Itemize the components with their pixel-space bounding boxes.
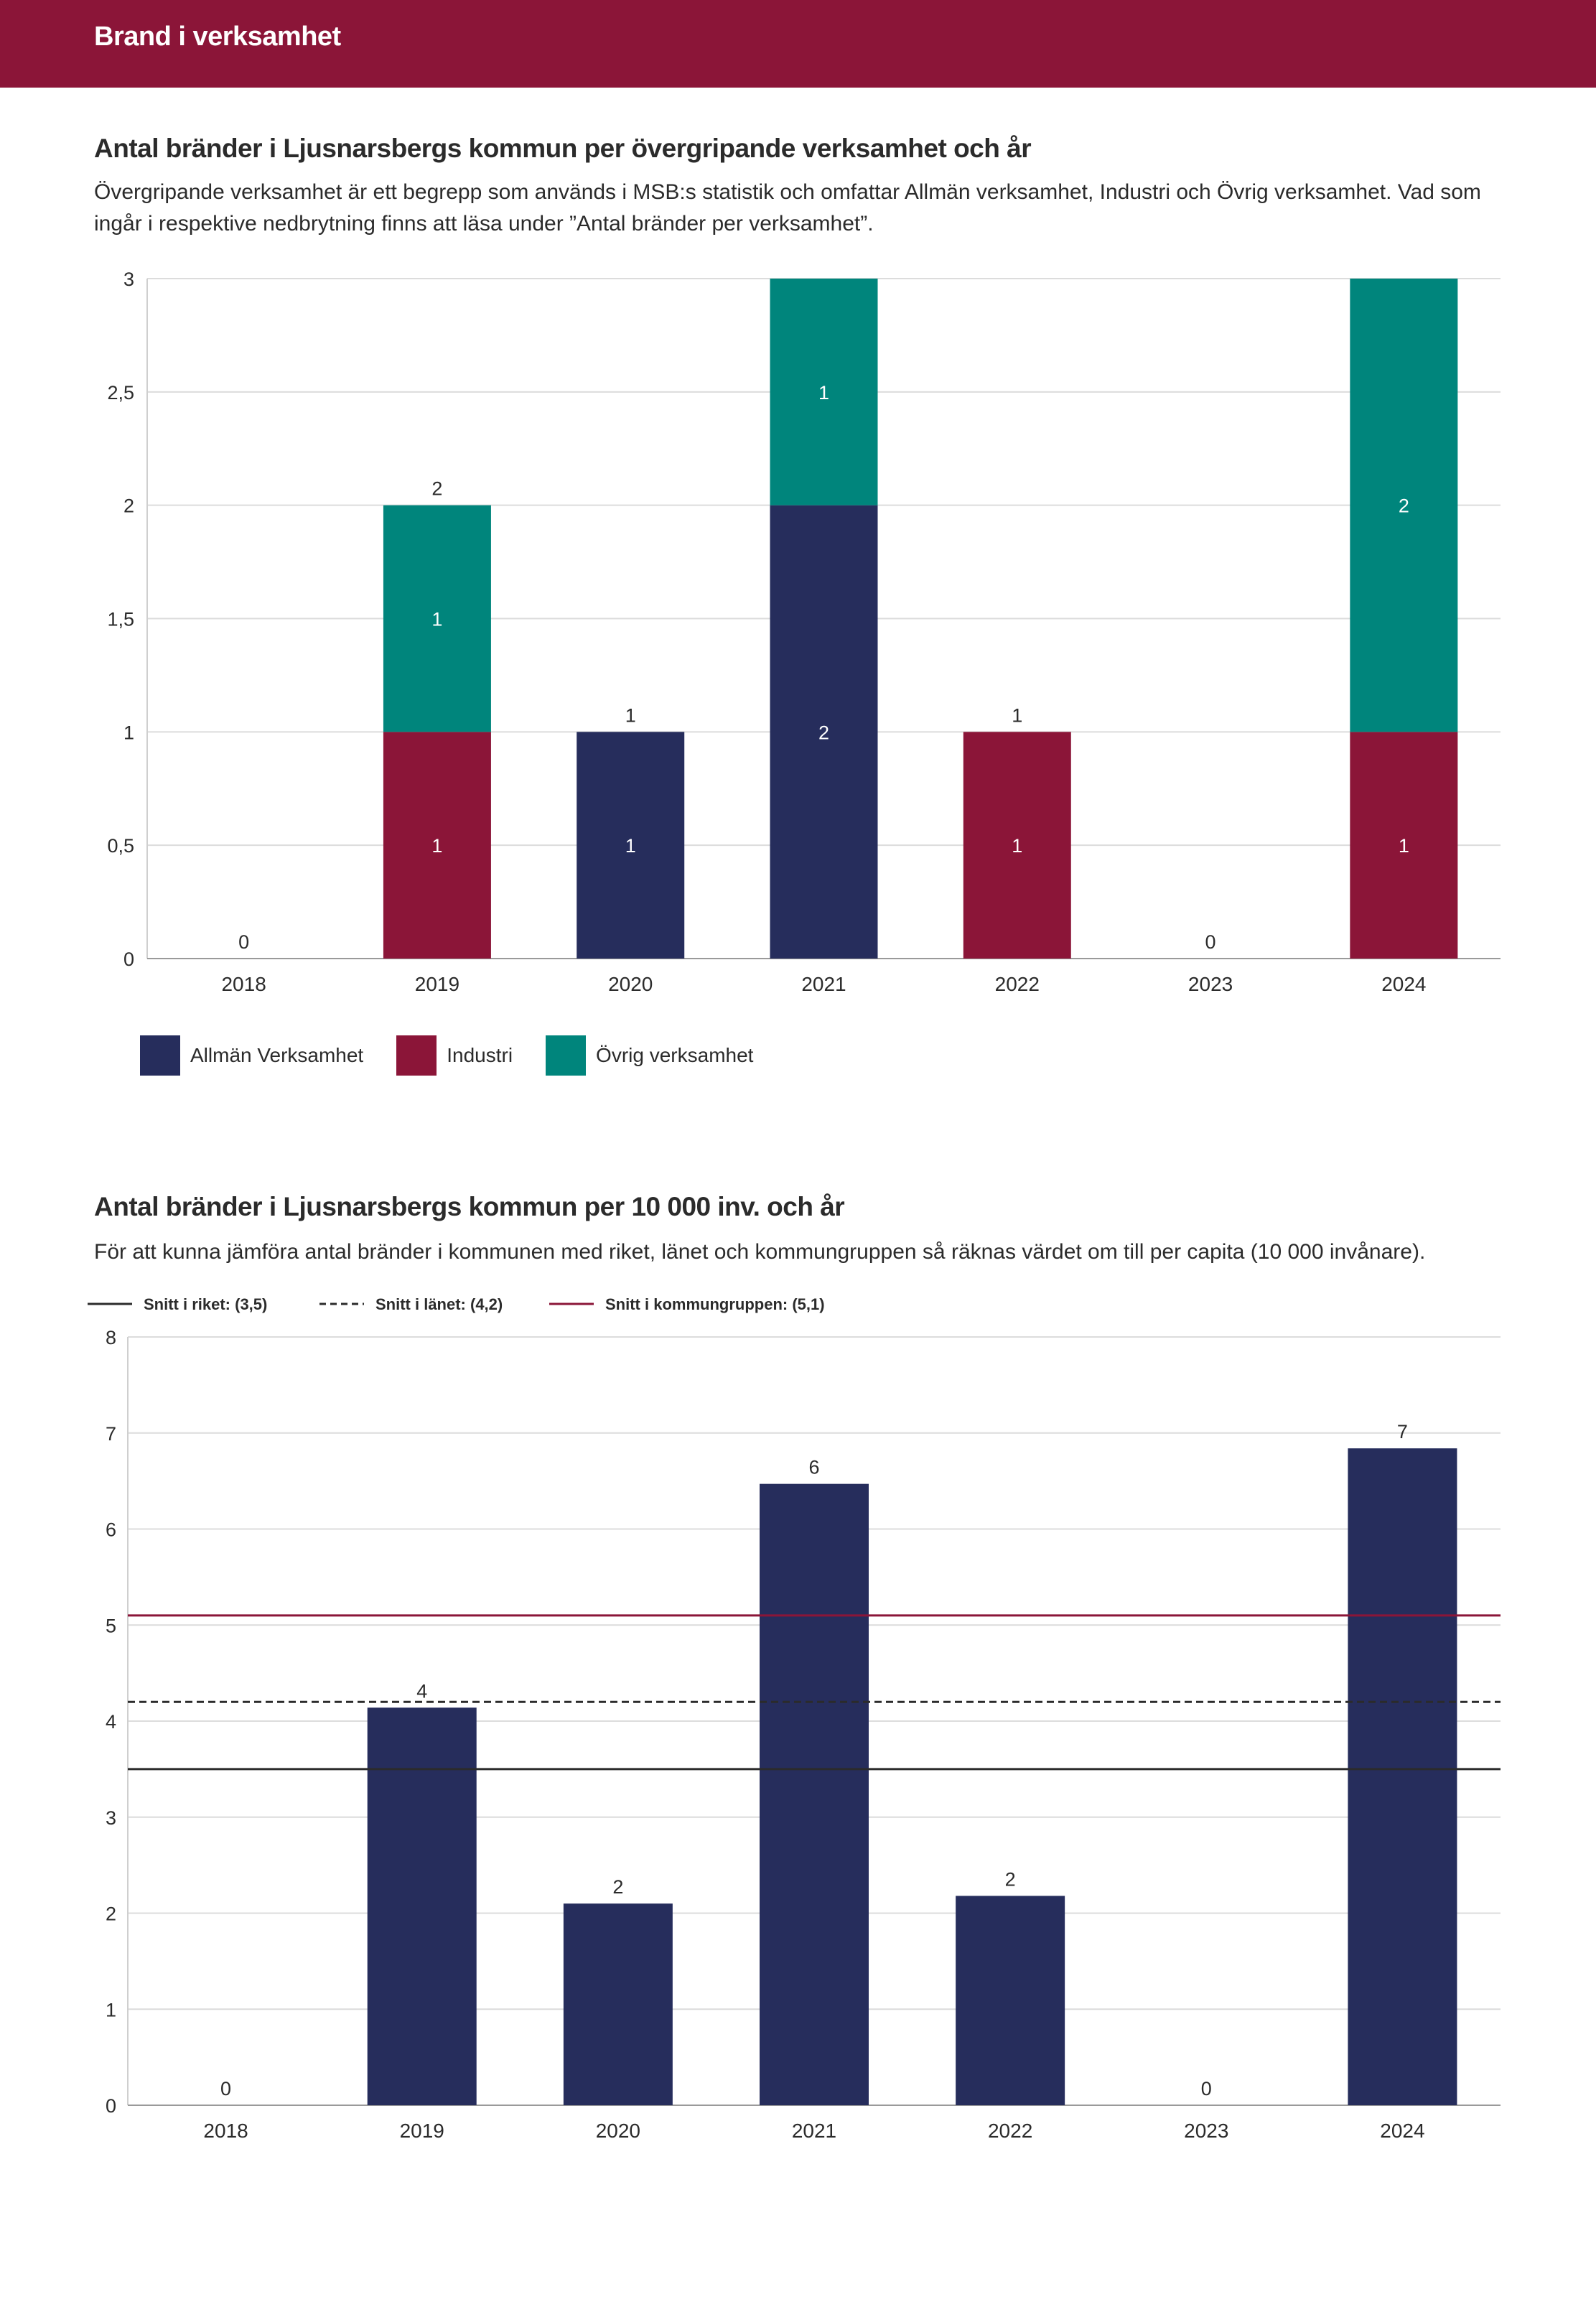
segment-value-label: 1 (431, 609, 442, 630)
per-capita-bar-chart: Snitt i riket: (3,5) Snitt i länet: (4,2)… (88, 1295, 1501, 2142)
x-tick-label: 2023 (1184, 2120, 1228, 2142)
x-tick-label: 2019 (415, 973, 459, 995)
legend-swatch-allman (140, 1035, 180, 1076)
bar-value-label: 0 (220, 2078, 231, 2099)
x-tick-label: 2019 (400, 2120, 444, 2142)
bar-segment (770, 279, 878, 505)
y-tick-label: 1,5 (107, 609, 134, 630)
bar-segment (1350, 732, 1458, 959)
y-tick-label: 3 (106, 1807, 116, 1829)
stacked-bar-chart: 0 0,5 1 1,5 2 2,5 3 0 2018 1 1 2 2019 1 1 2020 2 1 2021 1 1 2… (107, 269, 1501, 995)
chart1-legend: Allmän Verksamhet Industri Övrig verksam… (140, 1035, 786, 1076)
segment-value-label: 1 (1012, 835, 1022, 857)
bar-segment (383, 505, 491, 732)
bar (956, 1896, 1065, 2105)
y-tick-label: 5 (106, 1615, 116, 1636)
reference-legend-label: Snitt i kommungruppen: (5,1) (605, 1295, 825, 1313)
bar-value-label: 6 (808, 1457, 819, 1478)
y-tick-label: 2 (123, 495, 134, 517)
total-value-label: 0 (1205, 931, 1216, 953)
segment-value-label: 2 (1399, 495, 1409, 517)
bar-value-label: 0 (1201, 2078, 1212, 2099)
y-tick-label: 2 (106, 1903, 116, 1925)
y-tick-label: 2,5 (107, 382, 134, 404)
x-tick-label: 2022 (995, 973, 1040, 995)
bar (367, 1707, 477, 2105)
bar (760, 1483, 869, 2105)
legend-item-allman: Allmän Verksamhet (140, 1035, 363, 1076)
page-title: Brand i verksamhet (94, 22, 341, 52)
x-tick-label: 2022 (988, 2120, 1032, 2142)
y-tick-label: 6 (106, 1519, 116, 1541)
bar-value-label: 2 (612, 1876, 623, 1898)
header-banner: Brand i verksamhet (0, 0, 1596, 88)
chart1-description: Övergripande verksamhet är ett begrepp s… (94, 180, 1481, 236)
bar (563, 1903, 673, 2105)
x-tick-label: 2020 (596, 2120, 640, 2142)
legend-label-ovrig: Övrig verksamhet (596, 1044, 754, 1066)
x-tick-label: 2023 (1188, 973, 1233, 995)
bar-segment (577, 732, 685, 959)
legend-swatch-ovrig (546, 1035, 587, 1076)
chart2-title: Antal bränder i Ljusnarsbergs kommun per… (94, 1192, 845, 1221)
legend-item-ovrig: Övrig verksamhet (546, 1035, 753, 1076)
y-tick-label: 3 (123, 269, 134, 290)
y-tick-label: 7 (106, 1423, 116, 1445)
y-tick-label: 0 (123, 949, 134, 970)
total-value-label: 1 (1012, 704, 1022, 726)
x-tick-label: 2024 (1380, 2120, 1424, 2142)
reference-legend-label: Snitt i riket: (3,5) (144, 1295, 267, 1313)
x-tick-label: 2020 (608, 973, 653, 995)
segment-value-label: 1 (1399, 835, 1409, 857)
legend-label-industri: Industri (447, 1044, 513, 1066)
segment-value-label: 1 (431, 835, 442, 857)
bar-value-label: 2 (1005, 1868, 1016, 1890)
chart1-title: Antal bränder i Ljusnarsbergs kommun per… (94, 134, 1032, 163)
y-tick-label: 1 (106, 1999, 116, 2021)
bar-value-label: 4 (416, 1680, 427, 1702)
x-tick-label: 2021 (801, 973, 846, 995)
bar (1348, 1448, 1457, 2105)
y-tick-label: 4 (106, 1711, 116, 1733)
legend-label-allman: Allmän Verksamhet (190, 1044, 364, 1066)
bar-segment (1350, 279, 1458, 732)
bar-value-label: 7 (1397, 1421, 1408, 1443)
y-tick-label: 8 (106, 1327, 116, 1348)
x-tick-label: 2018 (203, 2120, 248, 2142)
y-tick-label: 0 (106, 2095, 116, 2117)
segment-value-label: 2 (818, 722, 829, 743)
legend-item-industri: Industri (396, 1035, 513, 1076)
bar-segment (770, 505, 878, 959)
total-value-label: 2 (431, 478, 442, 500)
y-tick-label: 1 (123, 722, 134, 743)
total-value-label: 1 (625, 704, 636, 726)
chart2-description: För att kunna jämföra antal bränder i ko… (94, 1240, 1426, 1264)
x-tick-label: 2024 (1381, 973, 1426, 995)
segment-value-label: 1 (625, 835, 636, 857)
x-tick-label: 2021 (792, 2120, 836, 2142)
bar-segment (963, 732, 1071, 959)
y-tick-label: 0,5 (107, 835, 134, 857)
segment-value-label: 1 (818, 382, 829, 404)
total-value-label: 0 (238, 931, 249, 953)
reference-legend-label: Snitt i länet: (4,2) (375, 1295, 503, 1313)
legend-swatch-industri (396, 1035, 437, 1076)
bar-segment (383, 732, 491, 959)
x-tick-label: 2018 (221, 973, 266, 995)
